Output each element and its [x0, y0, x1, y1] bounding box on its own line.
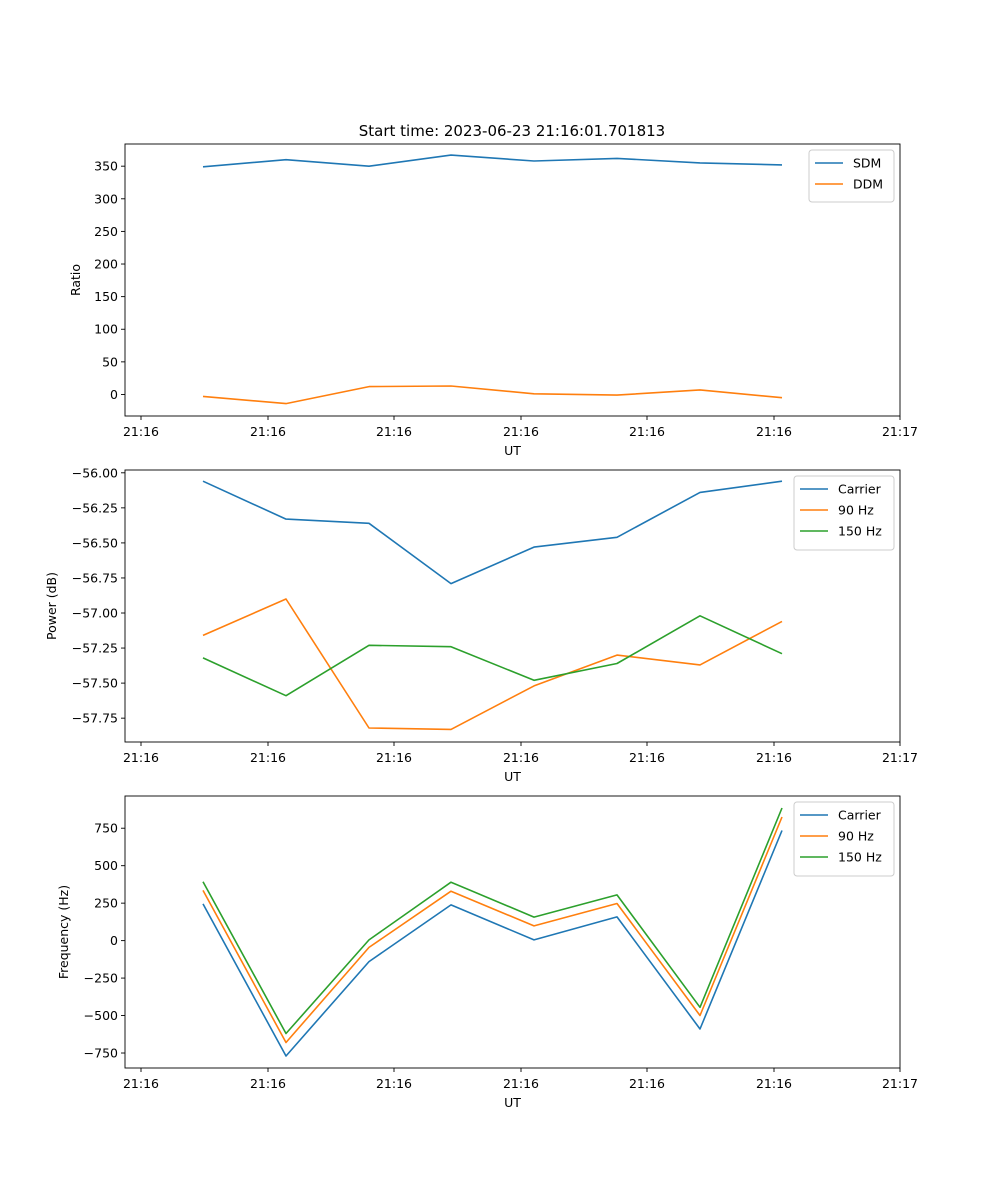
legend-entry: DDM — [853, 177, 883, 192]
y-tick-label: 250 — [94, 896, 118, 911]
panel-3: −750 −500 −250 0 250 500 750 21:16 21:16 21:16 21:… — [56, 795, 918, 1110]
y-tick-label: −57.50 — [72, 676, 118, 691]
legend-entry: 90 Hz — [838, 829, 874, 844]
x-tick-label: 21:16 — [250, 1076, 286, 1091]
axes-frame — [124, 795, 901, 1069]
y-tick-label: 200 — [94, 257, 118, 272]
series-line-sdm — [202, 154, 783, 168]
panel-2: −57.75 −57.50 −57.25 −57.00 −56.75 −56.50 −56.… — [44, 465, 918, 784]
series-line-carrier — [202, 480, 783, 585]
x-axis-label: UT — [504, 769, 521, 784]
y-tick-label: −57.75 — [72, 711, 118, 726]
y-tick-label: 300 — [94, 191, 118, 206]
axes-frame — [124, 143, 901, 417]
legend-entry: Carrier — [838, 808, 882, 823]
y-tick-label: 100 — [94, 322, 118, 337]
x-tick-label: 21:16 — [376, 1076, 412, 1091]
y-tick-label: 350 — [94, 159, 118, 174]
x-tick-label: 21:17 — [882, 424, 918, 439]
series-line-90-hz — [202, 598, 783, 731]
series-line-150-hz — [202, 807, 783, 1035]
axes-frame — [124, 469, 901, 743]
x-axis-label: UT — [504, 443, 521, 458]
x-axis-label: UT — [504, 1095, 521, 1110]
y-tick-label: 50 — [102, 354, 118, 369]
legend: Carrier 90 Hz 150 Hz — [793, 475, 895, 551]
x-tick-label: 21:16 — [123, 1076, 159, 1091]
x-tick-label: 21:16 — [250, 750, 286, 765]
legend-entry: SDM — [853, 156, 881, 171]
y-tick-label: 0 — [110, 387, 118, 402]
series-line-carrier — [202, 830, 783, 1057]
x-tick-label: 21:16 — [629, 424, 665, 439]
legend-entry: 150 Hz — [838, 850, 882, 865]
y-axis-label: Power (dB) — [44, 572, 59, 640]
legend-entry: 90 Hz — [838, 503, 874, 518]
y-tick-label: 150 — [94, 289, 118, 304]
y-tick-label: −56.25 — [72, 500, 118, 515]
y-tick-label: 0 — [110, 933, 118, 948]
x-tick-label: 21:16 — [756, 1076, 792, 1091]
x-tick-label: 21:16 — [503, 424, 539, 439]
x-tick-label: 21:17 — [882, 750, 918, 765]
y-tick-label: −750 — [84, 1046, 118, 1061]
x-tick-label: 21:16 — [756, 424, 792, 439]
y-tick-label: −56.75 — [72, 570, 118, 585]
x-tick-label: 21:16 — [503, 750, 539, 765]
x-tick-label: 21:17 — [882, 1076, 918, 1091]
y-axis-label: Ratio — [68, 264, 83, 296]
y-tick-label: 250 — [94, 224, 118, 239]
x-tick-label: 21:16 — [123, 424, 159, 439]
y-tick-label: −56.50 — [72, 535, 118, 550]
x-tick-label: 21:16 — [629, 1076, 665, 1091]
x-tick-label: 21:16 — [376, 750, 412, 765]
series-line-150-hz — [202, 614, 783, 697]
y-tick-label: −500 — [84, 1008, 118, 1023]
y-axis-label: Frequency (Hz) — [56, 885, 71, 979]
y-tick-label: 500 — [94, 858, 118, 873]
x-tick-label: 21:16 — [376, 424, 412, 439]
series-line-ddm — [202, 385, 783, 405]
panels: 0 50 100 150 200 250 300 350 21:16 21:16 21:16 21:1… — [44, 143, 918, 1110]
legend-entry: 150 Hz — [838, 524, 882, 539]
x-tick-label: 21:16 — [250, 424, 286, 439]
figure-title: Start time: 2023-06-23 21:16:01.701813 — [359, 122, 665, 140]
y-tick-label: −57.25 — [72, 641, 118, 656]
panel-1: 0 50 100 150 200 250 300 350 21:16 21:16 21:16 21:1… — [68, 143, 918, 458]
series-line-90-hz — [202, 816, 783, 1044]
x-tick-label: 21:16 — [123, 750, 159, 765]
legend: SDM DDM — [808, 149, 895, 203]
y-tick-label: −57.00 — [72, 606, 118, 621]
y-tick-label: −250 — [84, 971, 118, 986]
x-tick-label: 21:16 — [503, 1076, 539, 1091]
x-tick-label: 21:16 — [756, 750, 792, 765]
y-tick-label: −56.00 — [72, 465, 118, 480]
legend-entry: Carrier — [838, 482, 882, 497]
y-tick-label: 750 — [94, 821, 118, 836]
x-tick-label: 21:16 — [629, 750, 665, 765]
legend: Carrier 90 Hz 150 Hz — [793, 801, 895, 877]
